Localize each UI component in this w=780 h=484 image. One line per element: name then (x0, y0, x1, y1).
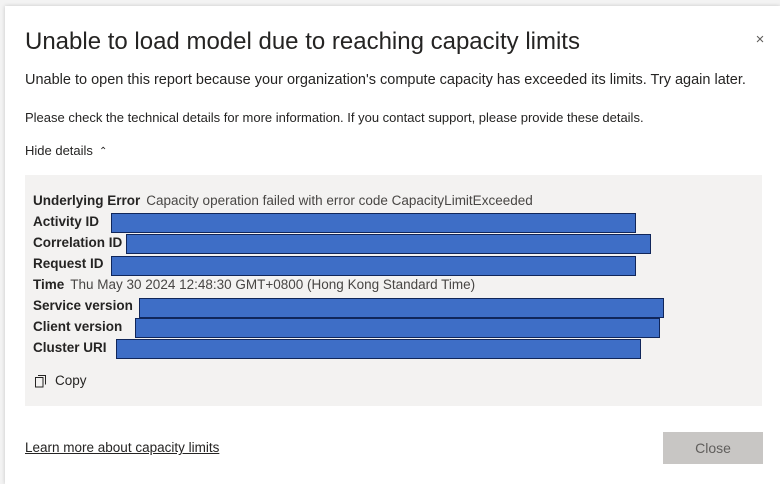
close-button[interactable]: Close (663, 432, 763, 464)
service-version-label: Service version (33, 298, 133, 313)
activity-id-redaction (111, 213, 636, 233)
chevron-up-icon: ⌃ (98, 146, 108, 157)
activity-id-label: Activity ID (33, 214, 100, 229)
detail-row-time: Time Thu May 30 2024 12:48:30 GMT+0800 (H… (33, 275, 475, 295)
detail-row-activity-id: Activity ID (33, 212, 99, 232)
detail-row-correlation-id: Correlation ID (33, 233, 122, 253)
underlying-error-value: Capacity operation failed with error cod… (146, 193, 533, 208)
service-version-redaction (139, 298, 664, 318)
detail-row-underlying-error: Underlying Error Capacity operation faile… (33, 191, 533, 211)
request-id-label: Request ID (33, 256, 104, 271)
support-instructions: Please check the technical details for m… (25, 110, 644, 125)
client-version-redaction (135, 318, 660, 338)
copy-button[interactable]: Copy (35, 373, 87, 388)
detail-row-cluster-uri: Cluster URI (33, 338, 107, 358)
hide-details-label: Hide details (25, 143, 93, 158)
detail-row-client-version: Client version (33, 317, 122, 337)
technical-details-panel: Underlying Error Capacity operation faile… (25, 175, 762, 406)
detail-row-request-id: Request ID (33, 254, 104, 274)
hide-details-toggle[interactable]: Hide details ⌃ (25, 143, 107, 158)
time-value: Thu May 30 2024 12:48:30 GMT+0800 (Hong … (70, 277, 476, 292)
cluster-uri-label: Cluster URI (33, 340, 107, 355)
correlation-id-label: Correlation ID (33, 235, 123, 250)
copy-label: Copy (55, 373, 87, 388)
copy-icon (35, 375, 46, 388)
error-dialog: × Unable to load model due to reaching c… (5, 6, 780, 484)
underlying-error-label: Underlying Error (33, 193, 141, 208)
client-version-label: Client version (33, 319, 123, 334)
cluster-uri-redaction (116, 339, 641, 359)
detail-row-service-version: Service version (33, 296, 133, 316)
time-label: Time (33, 277, 65, 292)
correlation-id-redaction (126, 234, 651, 254)
dialog-title: Unable to load model due to reaching cap… (25, 28, 580, 55)
error-message: Unable to open this report because your … (25, 72, 746, 88)
request-id-redaction (111, 256, 636, 276)
close-icon[interactable]: × (755, 31, 765, 48)
learn-more-link[interactable]: Learn more about capacity limits (25, 440, 220, 455)
